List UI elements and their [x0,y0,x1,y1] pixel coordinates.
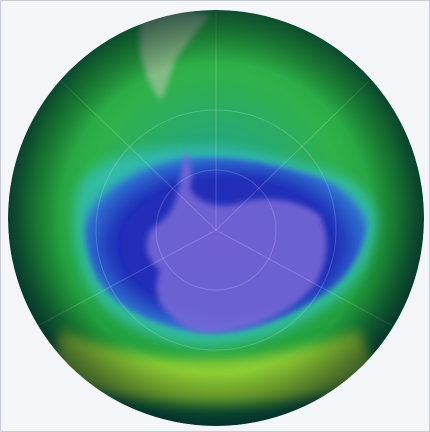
globe-shading [8,10,424,426]
globe [8,10,424,426]
